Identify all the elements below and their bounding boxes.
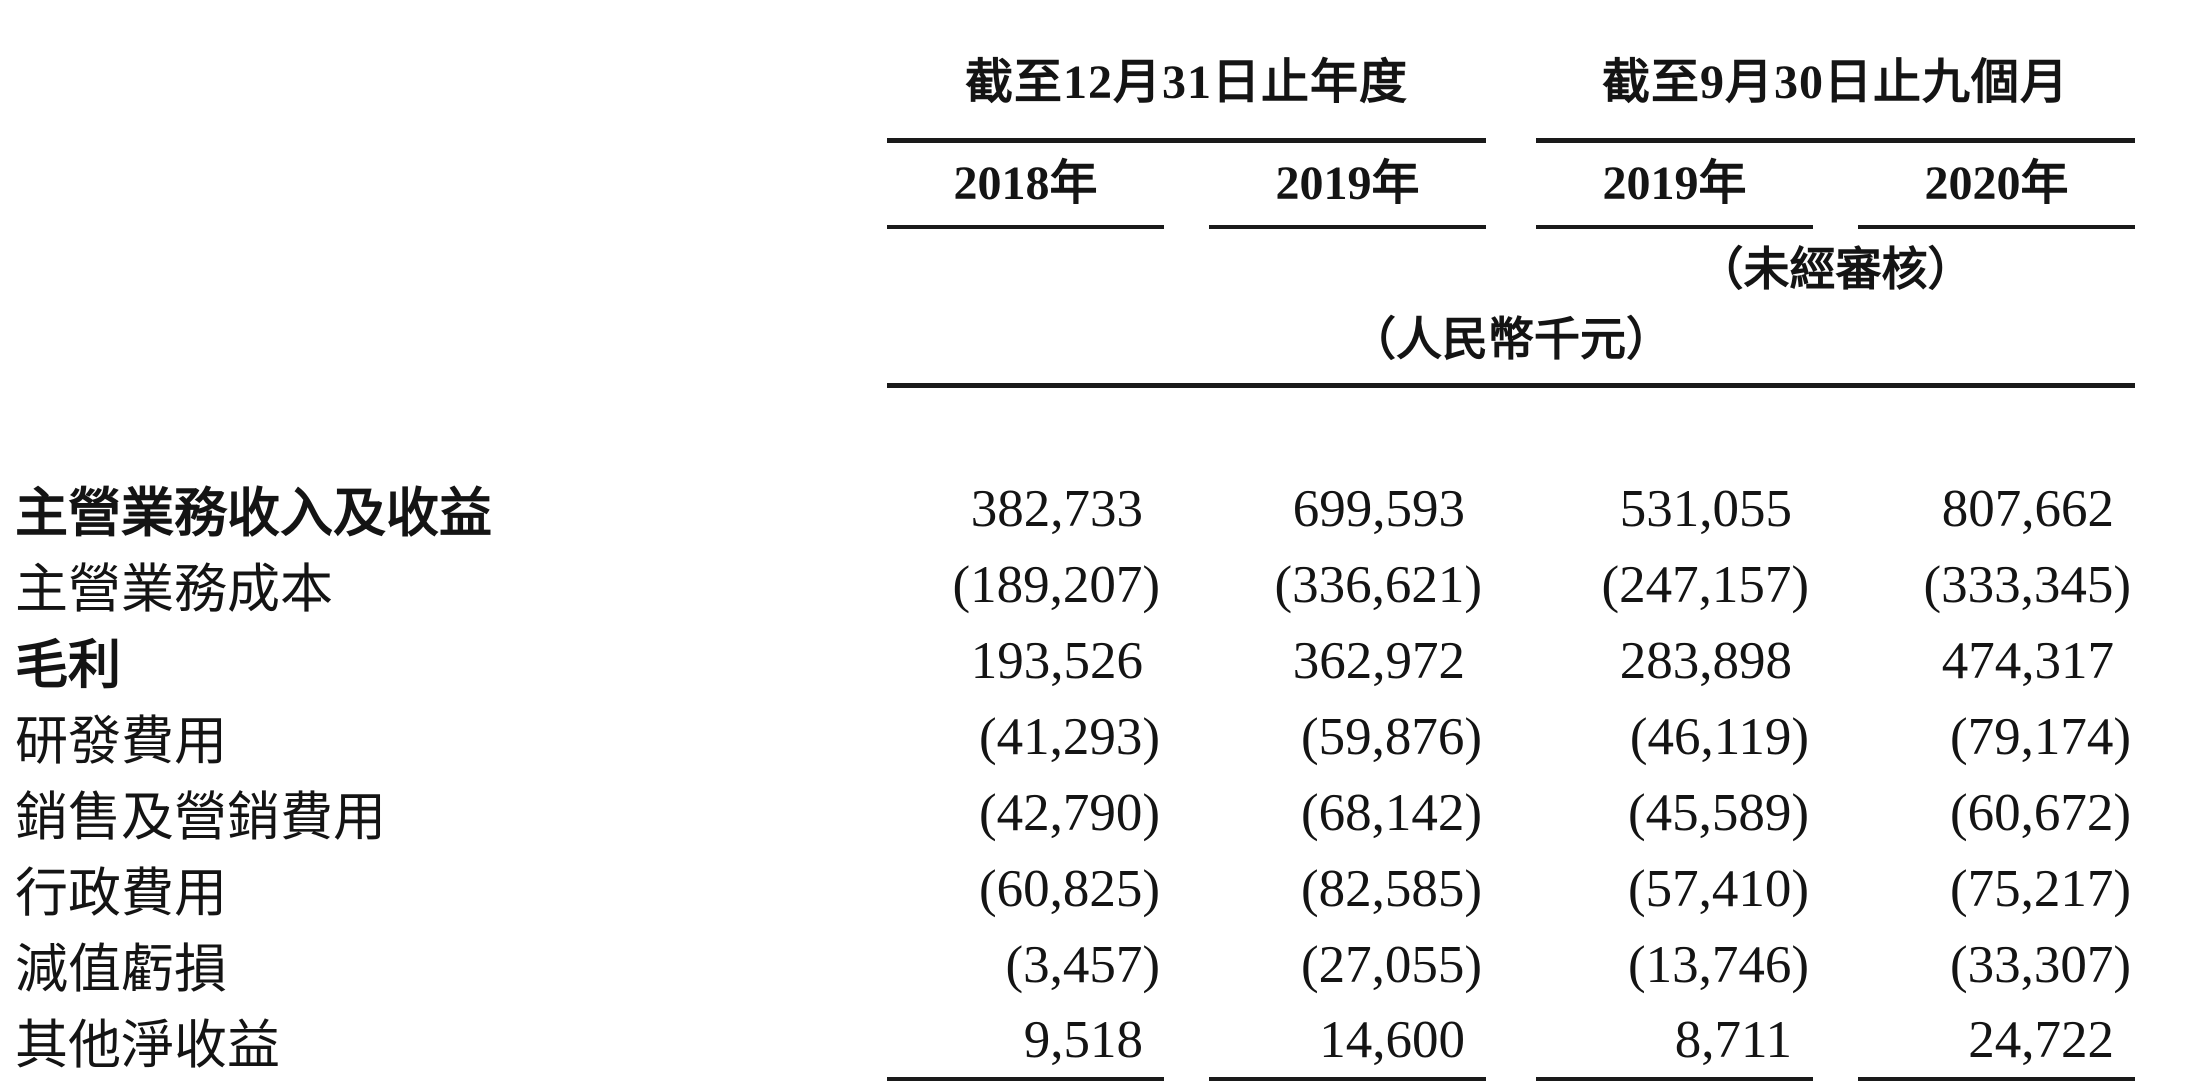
column-gap [1813, 927, 1858, 1003]
column-gap [1486, 141, 1536, 228]
table-row-impairment-losses: 減值虧損 (3,457) (27,055) (13,746) (33,307) [15, 927, 2135, 1003]
cell-value: 14,600 [1209, 1002, 1486, 1081]
row-label: 主營業務收入及收益 [15, 484, 492, 543]
cell-value: 9,518 [887, 1002, 1164, 1081]
cell-value: (42,790) [978, 783, 1160, 842]
row-label: 其他淨收益 [15, 1016, 280, 1075]
column-gap [1486, 699, 1536, 775]
col-header-2018: 2018年 [887, 140, 1164, 229]
cell-value: 24,722 [1858, 1002, 2135, 1081]
cell-value: (333,345) [1923, 555, 2131, 614]
period-group-nine-months-sep30: 截至9月30日止九個月 [1536, 42, 2135, 143]
column-gap [1164, 547, 1209, 623]
cell-value: 474,317 [1941, 631, 2114, 690]
cell-value: (60,825) [978, 859, 1160, 918]
spacer [887, 227, 1536, 303]
spacer [15, 141, 887, 228]
table-row-gross-profit: 毛利 193,526 362,972 283,898 474,317 [15, 623, 2135, 699]
cell-value: (189,207) [952, 555, 1160, 614]
column-gap [1164, 471, 1209, 547]
table-row-other-net-income: 其他淨收益 9,518 14,600 8,711 24,722 [15, 1002, 2135, 1081]
column-gap [1164, 927, 1209, 1003]
cell-value: 283,898 [1619, 631, 1792, 690]
column-gap [1486, 42, 1536, 141]
row-label: 主營業務成本 [15, 560, 333, 619]
income-statement-table: 截至12月31日止年度 截至9月30日止九個月 2018年 2019年 2019… [15, 42, 2135, 1081]
cell-value: (27,055) [1300, 935, 1482, 994]
cell-value: (59,876) [1300, 707, 1482, 766]
cell-value: (57,410) [1627, 859, 1809, 918]
column-gap [1164, 851, 1209, 927]
cell-value: 382,733 [970, 479, 1143, 538]
column-gap [1813, 1003, 1858, 1079]
spacer [15, 42, 887, 141]
period-group-header-row: 截至12月31日止年度 截至9月30日止九個月 [15, 42, 2135, 143]
cell-value: (33,307) [1949, 935, 2131, 994]
column-gap [1486, 623, 1536, 699]
cell-value: (60,672) [1949, 783, 2131, 842]
cell-value: 193,526 [970, 631, 1143, 690]
currency-note-row: （人民幣千元） [15, 303, 2135, 388]
col-header-2020-9m: 2020年 [1858, 140, 2135, 229]
cell-value: 8,711 [1536, 1002, 1813, 1081]
col-header-2019-9m: 2019年 [1536, 140, 1813, 229]
unaudited-note-row: （未經審核） [15, 227, 2135, 303]
cell-value: 699,593 [1292, 479, 1465, 538]
column-gap [1486, 851, 1536, 927]
cell-value: 531,055 [1619, 479, 1792, 538]
row-label: 減值虧損 [15, 940, 227, 999]
cell-value: (3,457) [1005, 935, 1160, 994]
row-label: 毛利 [15, 636, 121, 695]
column-gap [1486, 927, 1536, 1003]
cell-value: (68,142) [1300, 783, 1482, 842]
cell-value: 362,972 [1292, 631, 1465, 690]
column-gap [1486, 471, 1536, 547]
spacer [15, 386, 2135, 471]
column-gap [1164, 699, 1209, 775]
cell-value: (41,293) [978, 707, 1160, 766]
cell-value: (46,119) [1629, 707, 1809, 766]
column-gap [1164, 623, 1209, 699]
column-gap [1813, 699, 1858, 775]
column-gap [1813, 141, 1858, 228]
year-header-row: 2018年 2019年 2019年 2020年 [15, 140, 2135, 229]
cell-value: (75,217) [1949, 859, 2131, 918]
currency-note: （人民幣千元） [887, 303, 2135, 388]
spacer-row [15, 386, 2135, 471]
column-gap [1813, 623, 1858, 699]
spacer [15, 227, 887, 303]
row-label: 行政費用 [15, 864, 227, 923]
cell-value: 807,662 [1941, 479, 2114, 538]
table-row-cost: 主營業務成本 (189,207) (336,621) (247,157) (33… [15, 547, 2135, 623]
column-gap [1486, 547, 1536, 623]
column-gap [1813, 547, 1858, 623]
col-header-2019-fy: 2019年 [1209, 140, 1486, 229]
column-gap [1164, 1003, 1209, 1079]
row-label: 研發費用 [15, 712, 227, 771]
column-gap [1486, 775, 1536, 851]
column-gap [1164, 141, 1209, 228]
column-gap [1486, 1003, 1536, 1079]
table-row-selling-marketing-expenses: 銷售及營銷費用 (42,790) (68,142) (45,589) (60,6… [15, 775, 2135, 851]
column-gap [1813, 851, 1858, 927]
cell-value: (45,589) [1627, 783, 1809, 842]
spacer [15, 303, 887, 386]
cell-value: (13,746) [1627, 935, 1809, 994]
column-gap [1813, 775, 1858, 851]
table-row-revenue: 主營業務收入及收益 382,733 699,593 531,055 807,66… [15, 471, 2135, 547]
unaudited-note: （未經審核） [1697, 244, 1974, 295]
table-row-admin-expenses: 行政費用 (60,825) (82,585) (57,410) (75,217) [15, 851, 2135, 927]
column-gap [1813, 471, 1858, 547]
cell-value: (82,585) [1300, 859, 1482, 918]
cell-value: (336,621) [1274, 555, 1482, 614]
cell-value: (79,174) [1949, 707, 2131, 766]
cell-value: (247,157) [1601, 555, 1809, 614]
period-group-year-ended-dec31: 截至12月31日止年度 [887, 42, 1486, 143]
row-label: 銷售及營銷費用 [15, 788, 386, 847]
column-gap [1164, 775, 1209, 851]
table-row-rd-expenses: 研發費用 (41,293) (59,876) (46,119) (79,174) [15, 699, 2135, 775]
